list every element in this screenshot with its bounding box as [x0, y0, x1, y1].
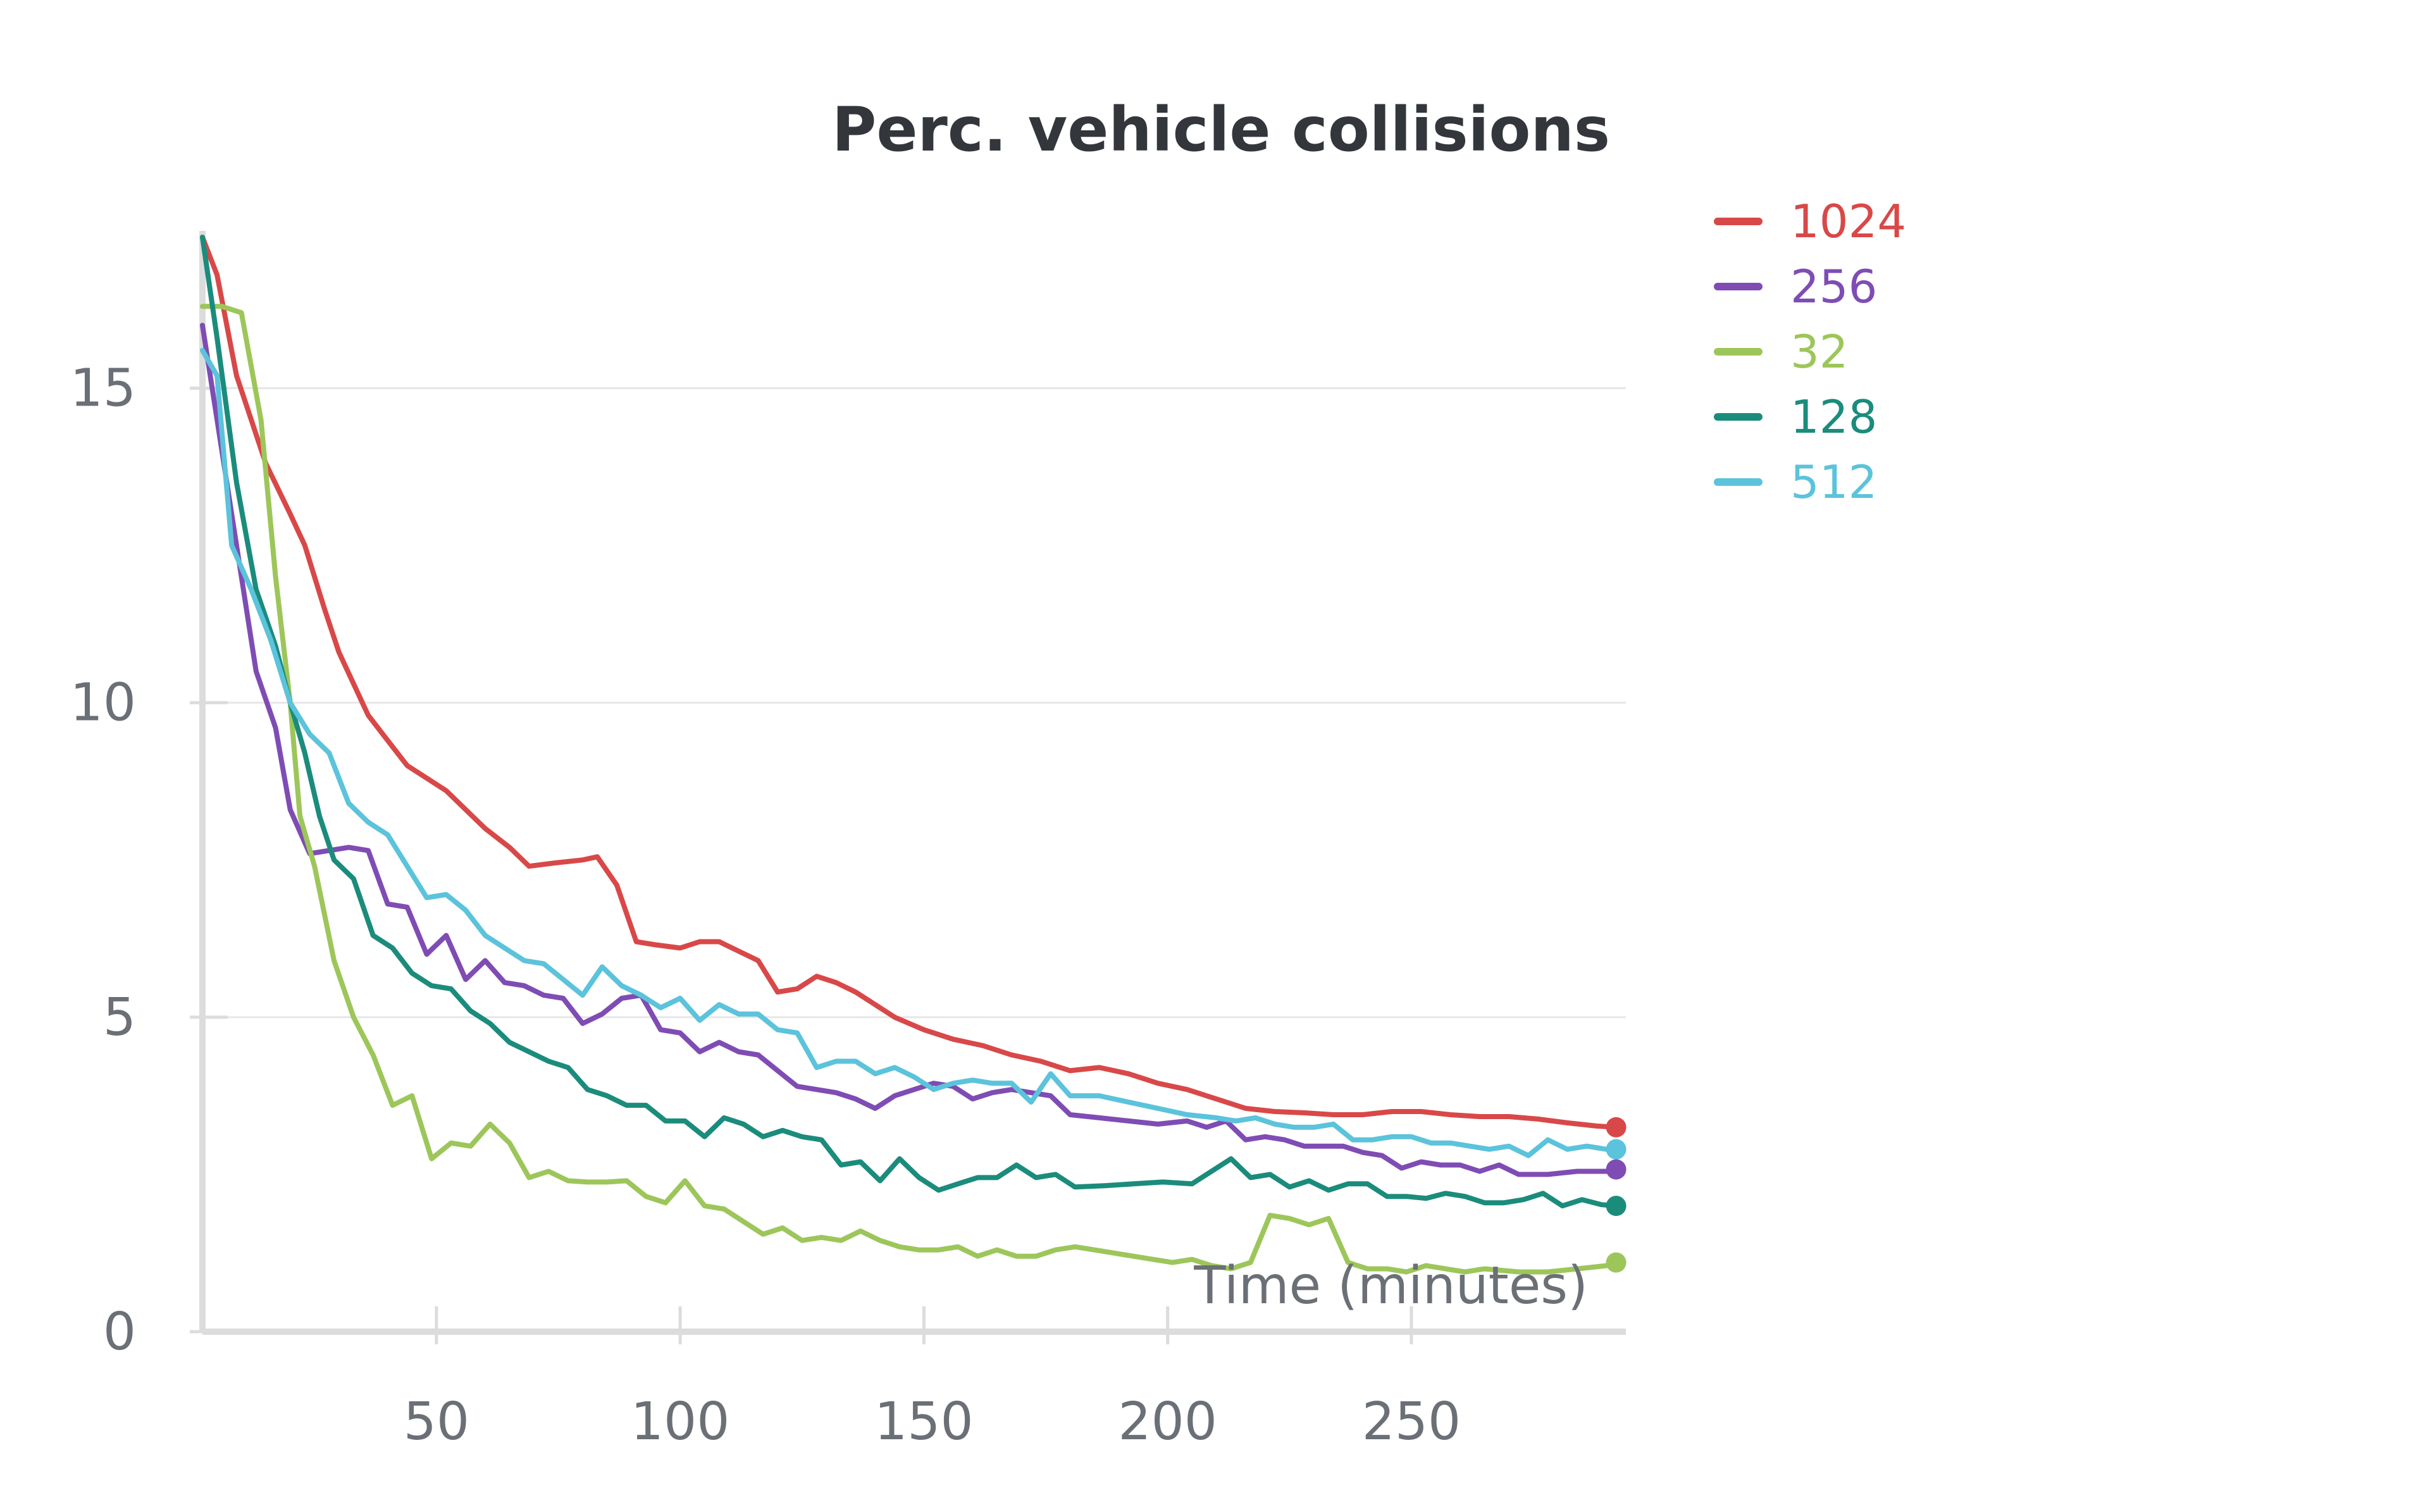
series-end-marker-128 — [1606, 1196, 1627, 1217]
y-tick-label: 15 — [70, 359, 136, 419]
legend-item-256[interactable]: 256 — [1714, 260, 1877, 313]
x-tick-label: 100 — [631, 1392, 730, 1452]
series-end-marker-256 — [1606, 1159, 1627, 1180]
chart-title: Perc. vehicle collisions — [832, 94, 1610, 165]
series-line-128 — [200, 234, 1619, 1209]
axes: 0 5 10 15 50 100 150 200 250 — [70, 231, 1626, 1452]
legend-item-512[interactable]: 512 — [1714, 455, 1877, 509]
legend: 1024 256 32 128 512 — [1714, 195, 1906, 509]
y-tick-label: 0 — [103, 1302, 136, 1362]
series-line-256 — [200, 323, 1619, 1177]
gridlines — [202, 387, 1626, 1019]
x-tick-label: 250 — [1362, 1392, 1461, 1452]
series-end-marker-32 — [1606, 1252, 1627, 1273]
x-axis-label: Time (minutes) — [1193, 1256, 1588, 1316]
series-line-512 — [200, 347, 1619, 1158]
legend-label: 256 — [1790, 260, 1877, 313]
legend-label: 32 — [1790, 325, 1849, 378]
x-tick-label: 200 — [1118, 1392, 1217, 1452]
legend-item-128[interactable]: 128 — [1714, 390, 1877, 443]
legend-label: 512 — [1790, 455, 1877, 509]
legend-item-32[interactable]: 32 — [1714, 325, 1849, 378]
legend-label: 1024 — [1790, 195, 1906, 248]
legend-item-1024[interactable]: 1024 — [1714, 195, 1906, 248]
series-end-marker-1024 — [1606, 1117, 1627, 1137]
series-end-marker-512 — [1606, 1139, 1627, 1160]
series-line-32 — [200, 304, 1619, 1275]
y-tick-label: 10 — [70, 673, 136, 733]
y-tick-label: 5 — [103, 988, 136, 1048]
series-line-1024 — [200, 234, 1619, 1130]
legend-label: 128 — [1790, 390, 1877, 443]
series-lines — [200, 234, 1627, 1275]
x-tick-label: 150 — [874, 1392, 974, 1452]
x-tick-label: 50 — [404, 1392, 469, 1452]
